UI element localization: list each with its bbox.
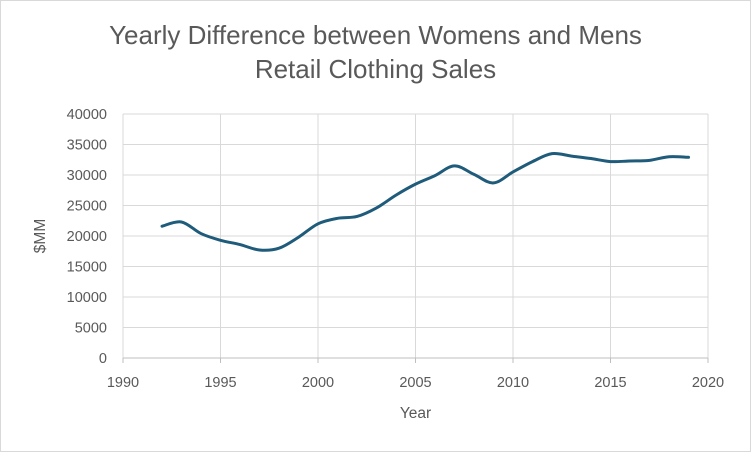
x-tick-label: 2010 [497, 375, 529, 391]
y-tick-label: 35000 [67, 138, 107, 154]
x-tick-label: 1990 [107, 375, 139, 391]
x-axis-title: Year [400, 405, 431, 422]
chart-title-line-1: Yearly Difference between Womens and Men… [109, 20, 642, 50]
x-tick-label: 2005 [399, 375, 431, 391]
chart-title: Yearly Difference between Womens and Men… [0, 18, 751, 86]
x-tick-label: 2020 [692, 375, 724, 391]
series-layer [160, 151, 690, 252]
y-tick-label: 15000 [67, 260, 107, 276]
y-tick-label: 25000 [67, 199, 107, 215]
y-axis-title: $MM [32, 219, 49, 253]
y-tick-label: 20000 [67, 229, 107, 245]
y-tick-label: 40000 [67, 107, 107, 123]
x-tick-label: 2015 [594, 375, 626, 391]
x-tick-label: 1995 [204, 375, 236, 391]
gridlines [122, 113, 709, 358]
axes [122, 357, 709, 363]
x-tick-label: 2000 [302, 375, 334, 391]
series-line [160, 151, 690, 252]
chart-title-line-2: Retail Clothing Sales [254, 54, 497, 84]
y-tick-label: 5000 [75, 321, 107, 337]
tick-labels: 0 5000 10000 15000 20000 25000 30000 35000 40000… [67, 107, 724, 391]
y-tick-label: 10000 [67, 290, 107, 306]
y-tick-label: 30000 [67, 168, 107, 184]
y-tick-label: 0 [99, 351, 107, 367]
